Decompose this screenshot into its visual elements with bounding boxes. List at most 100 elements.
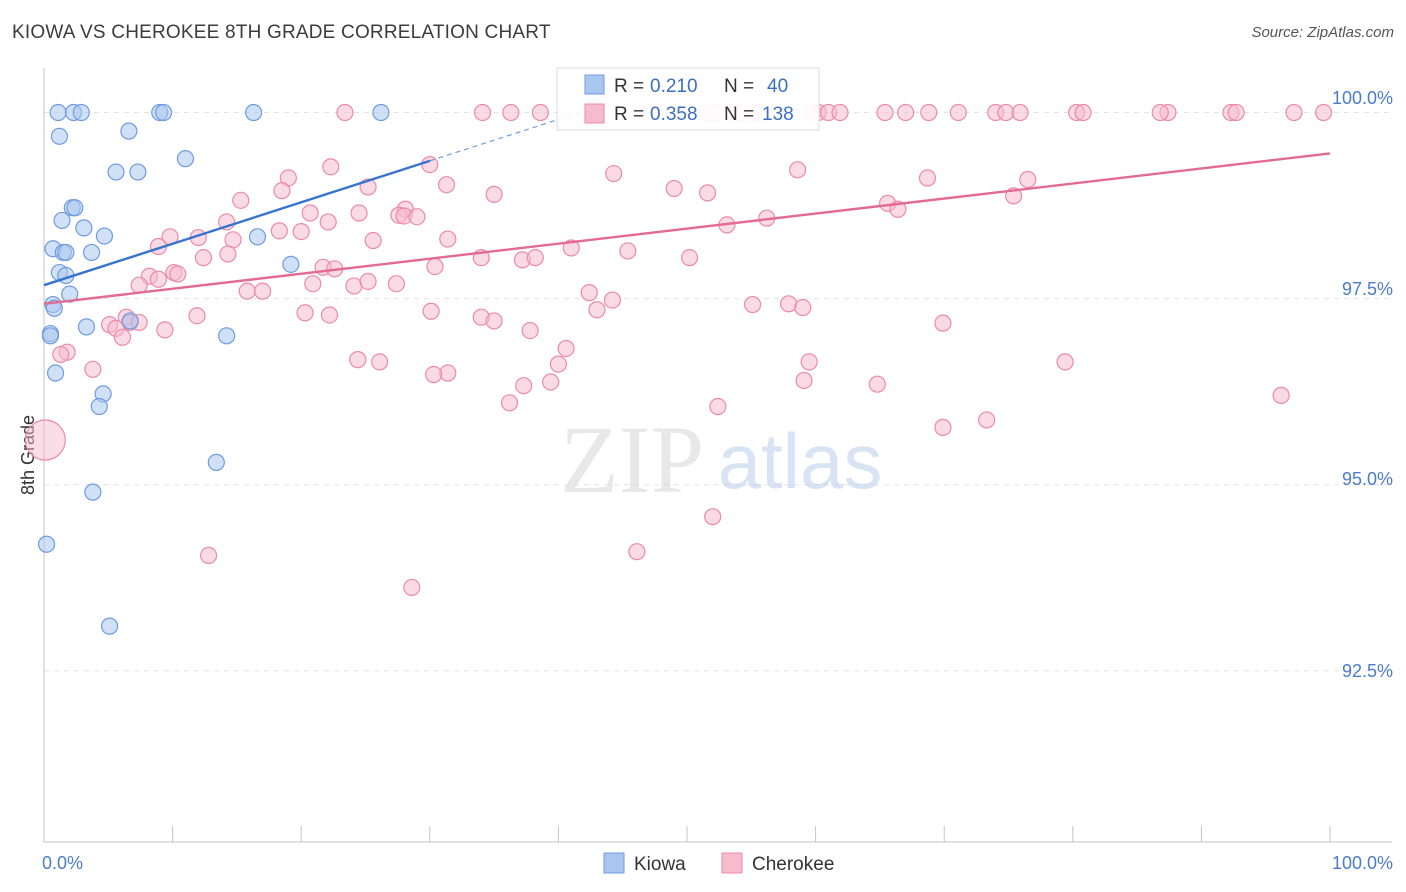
- y-tick-label: 100.0%: [1332, 88, 1393, 108]
- cherokee-point: [1272, 386, 1290, 404]
- x-tick-label-max: 100.0%: [1332, 853, 1393, 873]
- grid-lines: [44, 111, 1392, 672]
- stats-kiowa-r-label: R =: [614, 76, 644, 97]
- kiowa-trend-line: [43, 159, 431, 287]
- cherokee-point: [949, 103, 967, 122]
- kiowa-point: [120, 122, 138, 140]
- kiowa-point: [154, 103, 173, 122]
- cherokee-point: [364, 231, 382, 250]
- cherokee-point: [425, 365, 443, 384]
- cherokee-point: [526, 249, 544, 267]
- cherokee-point: [387, 275, 405, 293]
- cherokee-point: [531, 103, 549, 122]
- cherokee-point: [200, 546, 218, 565]
- cherokee-point: [619, 242, 637, 260]
- kiowa-point: [46, 364, 65, 382]
- kiowa-point: [75, 219, 93, 237]
- cherokee-point: [319, 213, 337, 231]
- kiowa-point: [372, 103, 390, 122]
- cherokee-point: [485, 312, 503, 330]
- legend: Kiowa Cherokee: [603, 852, 834, 875]
- cherokee-point: [296, 304, 314, 322]
- kiowa-point: [53, 211, 71, 230]
- y-tick-label: 95.0%: [1342, 469, 1393, 489]
- cherokee-point: [304, 275, 322, 293]
- cherokee-point: [788, 161, 807, 179]
- stats-cherokee-r-label: R =: [614, 104, 644, 125]
- cherokee-point: [292, 223, 310, 241]
- cherokee-point: [934, 314, 952, 332]
- cherokee-point: [542, 373, 560, 391]
- cherokee-trend-line: [43, 152, 1331, 305]
- y-tick-labels: 100.0% 97.5% 95.0% 92.5%: [1332, 88, 1393, 681]
- kiowa-point: [248, 228, 267, 246]
- cherokee-point: [1285, 103, 1303, 122]
- kiowa-point: [41, 327, 60, 345]
- cherokee-point: [52, 345, 70, 364]
- kiowa-point: [107, 163, 125, 181]
- cherokee-points: [24, 103, 1333, 597]
- kiowa-point: [129, 163, 147, 181]
- cherokee-point: [426, 257, 444, 276]
- cherokee-point: [273, 182, 291, 200]
- cherokee-point: [605, 164, 623, 183]
- cherokee-point: [603, 291, 622, 309]
- stats-cherokee-swatch: [584, 103, 605, 124]
- chart-title: KIOWA VS CHEROKEE 8TH GRADE CORRELATION …: [12, 22, 551, 43]
- cherokee-point: [84, 360, 102, 378]
- cherokee-point: [473, 103, 492, 122]
- cherokee-point: [588, 301, 606, 319]
- cherokee-point: [918, 169, 937, 187]
- cherokee-point: [188, 307, 206, 325]
- cherokee-point: [502, 103, 520, 122]
- cherokee-point: [743, 295, 762, 314]
- cherokee-point: [149, 270, 168, 288]
- cherokee-point: [439, 364, 457, 382]
- cherokee-point: [897, 103, 915, 122]
- y-tick-label: 92.5%: [1342, 661, 1393, 681]
- cherokee-point: [628, 543, 646, 561]
- y-tick-label: 97.5%: [1342, 279, 1393, 299]
- stats-cherokee-n-label: N =: [724, 104, 754, 125]
- watermark-zip: ZIP: [560, 406, 704, 513]
- kiowa-point: [282, 255, 300, 273]
- legend-cherokee-swatch: [721, 852, 743, 874]
- cherokee-point: [156, 321, 174, 339]
- cherokee-point: [254, 282, 272, 300]
- cherokee-point: [521, 322, 539, 340]
- legend-kiowa-label: Kiowa: [634, 854, 686, 875]
- cherokee-point: [403, 578, 421, 597]
- cherokee-point: [795, 371, 813, 390]
- cherokee-point: [301, 204, 319, 222]
- cherokee-point: [350, 204, 368, 222]
- cherokee-point: [557, 339, 575, 358]
- cherokee-point: [709, 397, 727, 416]
- cherokee-point: [580, 284, 598, 302]
- cherokee-point: [439, 230, 457, 248]
- cherokee-point: [320, 306, 339, 324]
- stats-kiowa-n-value: 40: [767, 76, 788, 97]
- cherokee-point: [500, 394, 519, 412]
- cherokee-point: [794, 298, 812, 317]
- cherokee-point: [665, 179, 683, 198]
- cherokee-point: [831, 103, 849, 122]
- cherokee-point: [1074, 103, 1092, 122]
- kiowa-point: [100, 617, 119, 635]
- kiowa-point: [95, 227, 114, 245]
- kiowa-point: [90, 397, 108, 416]
- cherokee-point: [698, 184, 717, 202]
- stats-kiowa-n-label: N =: [724, 76, 754, 97]
- x-tick-labels: 0.0% 100.0%: [42, 853, 1393, 873]
- stats-box: R = 0.210 N = 40 R = 0.358 N = 138: [556, 67, 820, 131]
- cherokee-point: [868, 375, 886, 393]
- stats-cherokee-r-value: 0.358: [650, 104, 698, 125]
- chart-source: Source: ZipAtlas.com: [1251, 24, 1394, 41]
- kiowa-point: [245, 103, 263, 122]
- cherokee-point: [322, 158, 340, 176]
- cherokee-point: [549, 355, 568, 373]
- cherokee-point: [232, 191, 250, 209]
- x-tick-label-min: 0.0%: [42, 853, 83, 873]
- cherokee-point: [345, 277, 363, 295]
- cherokee-point: [113, 328, 132, 346]
